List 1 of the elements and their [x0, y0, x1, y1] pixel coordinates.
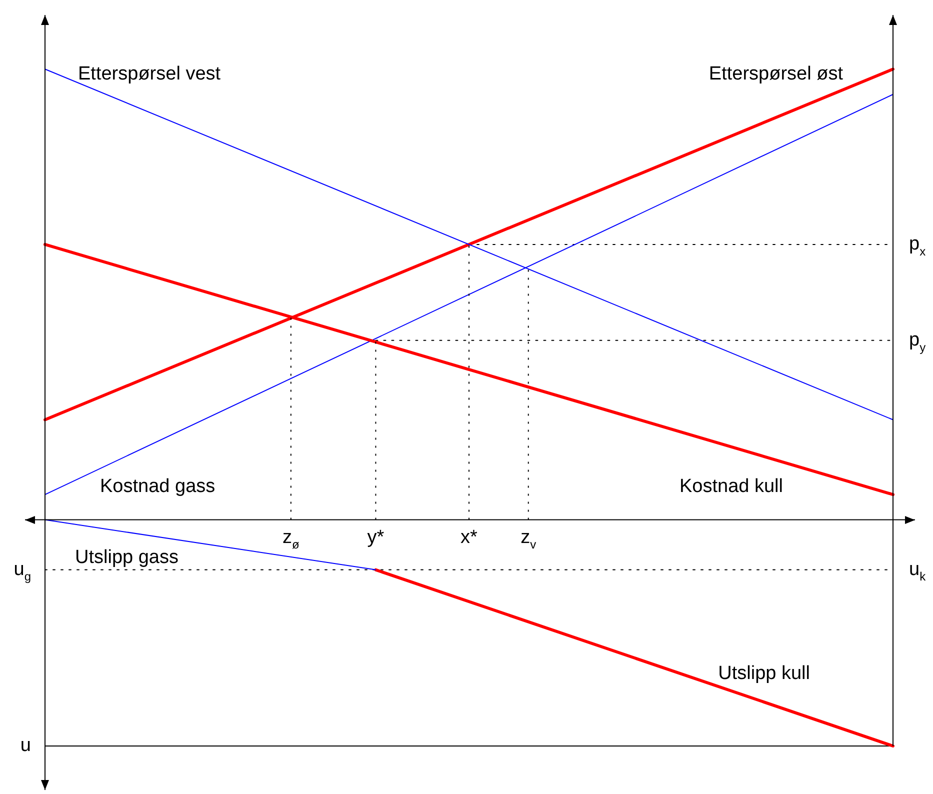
- series-label: u: [20, 735, 32, 756]
